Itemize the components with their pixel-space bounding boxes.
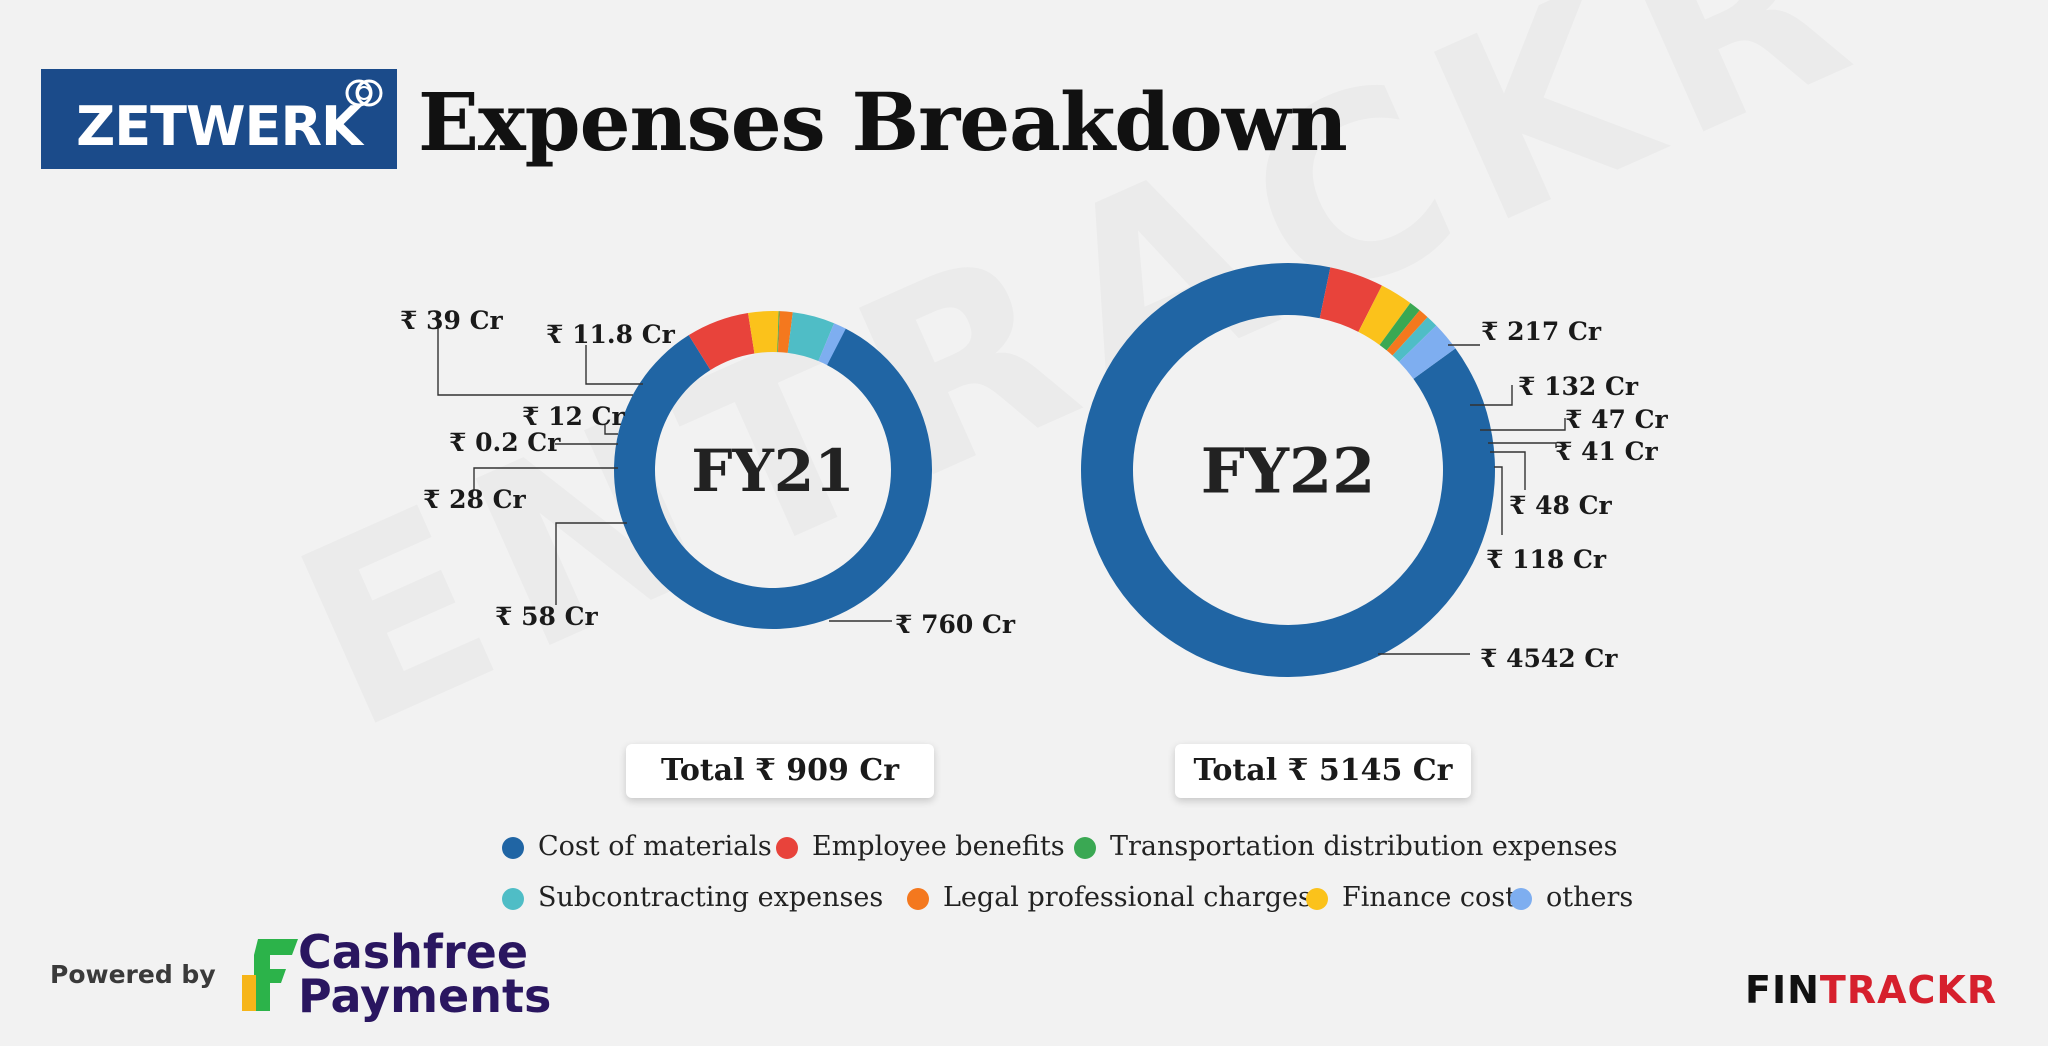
fy21-total: Total ₹ 909 Cr <box>626 744 934 798</box>
fintrackr-part-1: FIN <box>1745 968 1820 1012</box>
donut-slice <box>818 323 846 366</box>
logo-text: ZETWERK <box>76 95 363 158</box>
legend-dot <box>1510 888 1532 910</box>
zetwerk-logo: ZETWERK <box>41 69 397 169</box>
fy22-total: Total ₹ 5145 Cr <box>1175 744 1471 798</box>
leader-line <box>1488 442 1557 448</box>
donut-slice <box>777 311 793 353</box>
legend-dot <box>776 837 798 859</box>
donut-slice <box>1386 310 1428 356</box>
leader-line <box>1494 466 1503 535</box>
donut-center-label: FY22 <box>1201 434 1376 507</box>
legend-dot <box>502 888 524 910</box>
cashfree-line-2: Payments <box>298 969 552 1023</box>
powered-by-label: Powered by <box>50 960 216 989</box>
legend-dot <box>1306 888 1328 910</box>
donut-center-label: FY21 <box>691 437 854 505</box>
data-label: ₹ 760 Cr <box>895 610 1016 639</box>
legend-dot <box>907 888 929 910</box>
legend-label: Cost of materials <box>538 831 772 862</box>
data-label: ₹ 48 Cr <box>1509 491 1612 520</box>
data-label: ₹ 39 Cr <box>400 306 503 335</box>
legend-label: Subcontracting expenses <box>538 882 884 913</box>
data-label: ₹ 58 Cr <box>495 602 598 631</box>
donut-slice <box>1399 325 1456 379</box>
leader-line <box>473 467 618 490</box>
leader-line <box>1470 385 1513 406</box>
data-label: ₹ 4542 Cr <box>1480 644 1618 673</box>
legend-label: Employee benefits <box>812 831 1065 862</box>
rings-icon <box>345 79 383 107</box>
fintrackr-part-2: TRACKR <box>1819 968 1998 1012</box>
leader-line <box>585 345 643 385</box>
page-title: Expenses Breakdown <box>418 75 1348 169</box>
data-label: ₹ 11.8 Cr <box>546 320 676 349</box>
data-label: ₹ 28 Cr <box>423 485 526 514</box>
donut-slice <box>777 311 780 353</box>
leader-line <box>604 425 618 435</box>
legend-label: others <box>1546 882 1634 913</box>
data-label: ₹ 12 Cr <box>522 402 625 431</box>
donut-slice <box>1379 303 1420 351</box>
leader-line <box>1490 451 1526 490</box>
donut-slice <box>1358 285 1411 345</box>
fintrackr-logo: FINTRACKR <box>1745 968 1997 1012</box>
data-label: ₹ 0.2 Cr <box>449 428 561 457</box>
data-label: ₹ 41 Cr <box>1555 437 1658 466</box>
donut-slice <box>787 312 835 362</box>
data-label: ₹ 118 Cr <box>1486 545 1607 574</box>
legend-label: Legal professional charges <box>943 882 1312 913</box>
leader-line <box>437 318 633 396</box>
leader-line <box>1480 418 1566 431</box>
data-label: ₹ 217 Cr <box>1481 317 1602 346</box>
donut-slice <box>688 312 755 370</box>
legend-label: Finance cost <box>1342 882 1517 913</box>
legend-dot <box>1074 837 1096 859</box>
cashfree-wordmark: Cashfree Payments <box>298 925 552 1023</box>
cashfree-logo-icon <box>242 939 298 1011</box>
legend-row-2: Subcontracting expenses Legal profession… <box>0 880 2048 920</box>
legend-dot <box>502 837 524 859</box>
legend-row-1: Cost of materials Employee benefits Tran… <box>0 829 2048 869</box>
legend-label: Transportation distribution expenses <box>1110 831 1618 862</box>
donut-slice <box>748 311 779 354</box>
leader-line <box>555 522 627 605</box>
data-label: ₹ 47 Cr <box>1565 405 1668 434</box>
data-label: ₹ 132 Cr <box>1518 372 1639 401</box>
donut-slice <box>1392 317 1437 362</box>
cashfree-line-1: Cashfree <box>298 925 529 979</box>
donut-slice <box>1319 267 1382 332</box>
